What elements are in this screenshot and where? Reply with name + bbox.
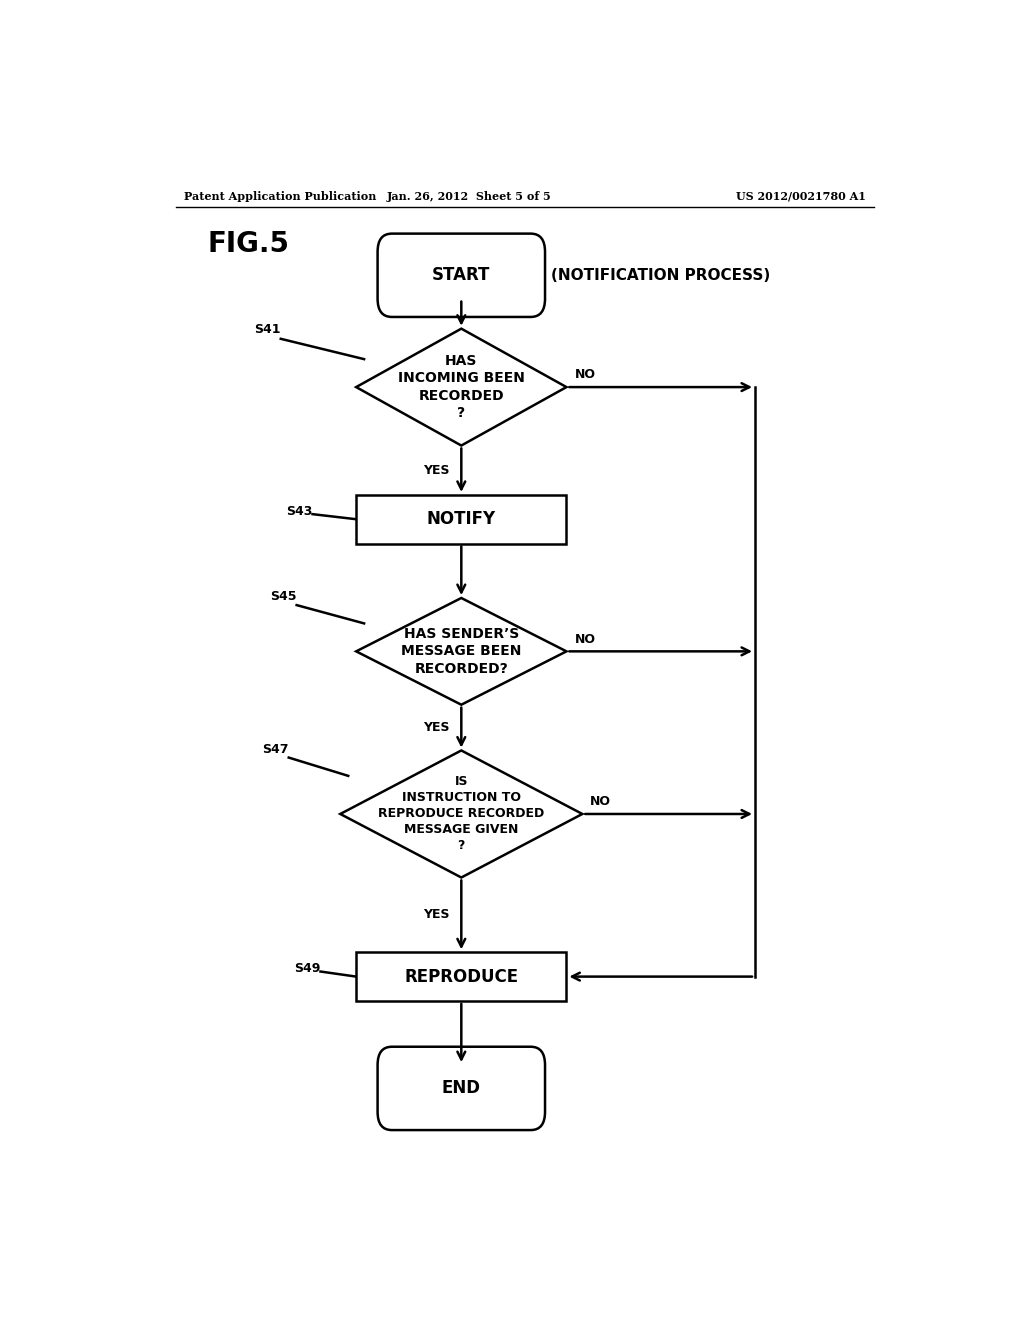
Text: S43: S43 [286, 504, 312, 517]
Polygon shape [340, 751, 583, 878]
Polygon shape [356, 329, 566, 446]
Text: NO: NO [590, 795, 611, 808]
Text: US 2012/0021780 A1: US 2012/0021780 A1 [736, 191, 866, 202]
Text: HAS
INCOMING BEEN
RECORDED
?: HAS INCOMING BEEN RECORDED ? [398, 354, 524, 420]
Text: (NOTIFICATION PROCESS): (NOTIFICATION PROCESS) [551, 268, 770, 282]
Text: S41: S41 [254, 323, 281, 335]
Text: Patent Application Publication: Patent Application Publication [183, 191, 376, 202]
Text: YES: YES [423, 721, 450, 734]
Text: IS
INSTRUCTION TO
REPRODUCE RECORDED
MESSAGE GIVEN
?: IS INSTRUCTION TO REPRODUCE RECORDED MES… [378, 775, 545, 853]
Text: YES: YES [423, 908, 450, 921]
Text: NO: NO [574, 632, 595, 645]
Text: END: END [441, 1080, 481, 1097]
Text: NO: NO [574, 368, 595, 381]
FancyBboxPatch shape [378, 1047, 545, 1130]
Polygon shape [356, 598, 566, 705]
Text: NOTIFY: NOTIFY [427, 511, 496, 528]
Text: S47: S47 [262, 743, 289, 755]
Text: S45: S45 [270, 590, 297, 603]
Bar [356, 495, 566, 544]
Text: REPRODUCE: REPRODUCE [404, 968, 518, 986]
Bar [356, 952, 566, 1001]
Text: START: START [432, 267, 490, 284]
Text: YES: YES [423, 463, 450, 477]
Text: S49: S49 [294, 962, 321, 975]
FancyBboxPatch shape [378, 234, 545, 317]
Text: FIG.5: FIG.5 [207, 230, 290, 257]
Text: HAS SENDER’S
MESSAGE BEEN
RECORDED?: HAS SENDER’S MESSAGE BEEN RECORDED? [401, 627, 521, 676]
Text: Jan. 26, 2012  Sheet 5 of 5: Jan. 26, 2012 Sheet 5 of 5 [387, 191, 552, 202]
